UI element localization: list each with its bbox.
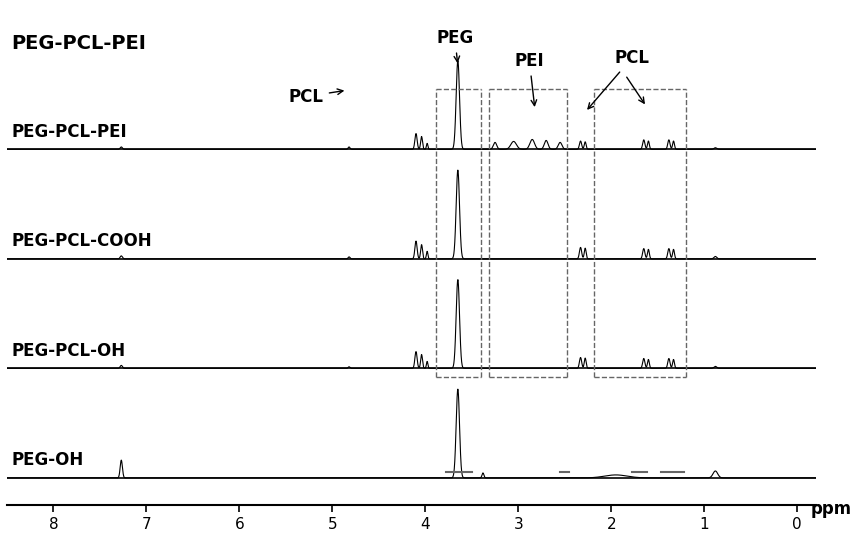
- Text: PEG-PCL-OH: PEG-PCL-OH: [11, 342, 126, 360]
- Text: PCL: PCL: [588, 49, 649, 109]
- Text: PEG: PEG: [436, 30, 474, 62]
- Text: PCL: PCL: [289, 87, 343, 106]
- Text: PEG-PCL-PEI: PEG-PCL-PEI: [11, 34, 146, 53]
- Text: ppm: ppm: [811, 500, 852, 518]
- Text: PEG-OH: PEG-OH: [11, 451, 83, 469]
- Text: PEG-PCL-COOH: PEG-PCL-COOH: [11, 232, 152, 250]
- Text: PEG-PCL-PEI: PEG-PCL-PEI: [11, 122, 127, 141]
- Text: PEI: PEI: [514, 52, 544, 106]
